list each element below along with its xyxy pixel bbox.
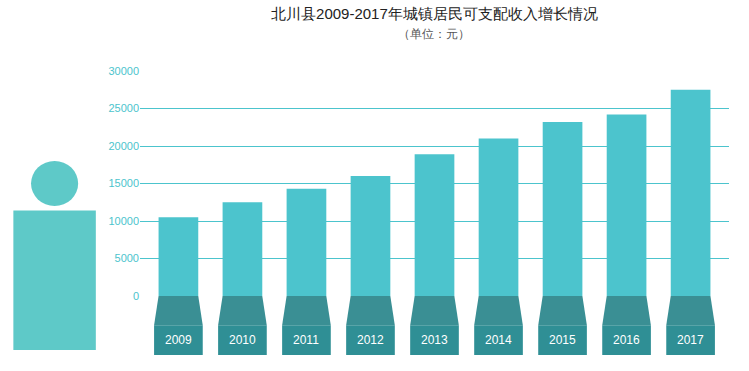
svg-text:2012: 2012 — [357, 333, 384, 347]
svg-text:10000: 10000 — [108, 215, 139, 227]
svg-text:2014: 2014 — [485, 333, 512, 347]
svg-text:15000: 15000 — [108, 177, 139, 189]
svg-text:30000: 30000 — [108, 65, 139, 77]
svg-text:2009: 2009 — [165, 333, 192, 347]
svg-text:2015: 2015 — [549, 333, 576, 347]
svg-text:25000: 25000 — [108, 102, 139, 114]
svg-text:2011: 2011 — [293, 333, 319, 347]
svg-text:20000: 20000 — [108, 140, 139, 152]
svg-text:2013: 2013 — [421, 333, 448, 347]
svg-text:5000: 5000 — [115, 252, 139, 264]
svg-text:2016: 2016 — [613, 333, 640, 347]
svg-text:2010: 2010 — [229, 333, 256, 347]
svg-text:2017: 2017 — [677, 333, 704, 347]
svg-text:0: 0 — [133, 290, 139, 302]
svg-text:北川县2009-2017年城镇居民可支配收入增长情况（单位：: 北川县2009-2017年城镇居民可支配收入增长情况（单位：元） — [271, 5, 598, 42]
